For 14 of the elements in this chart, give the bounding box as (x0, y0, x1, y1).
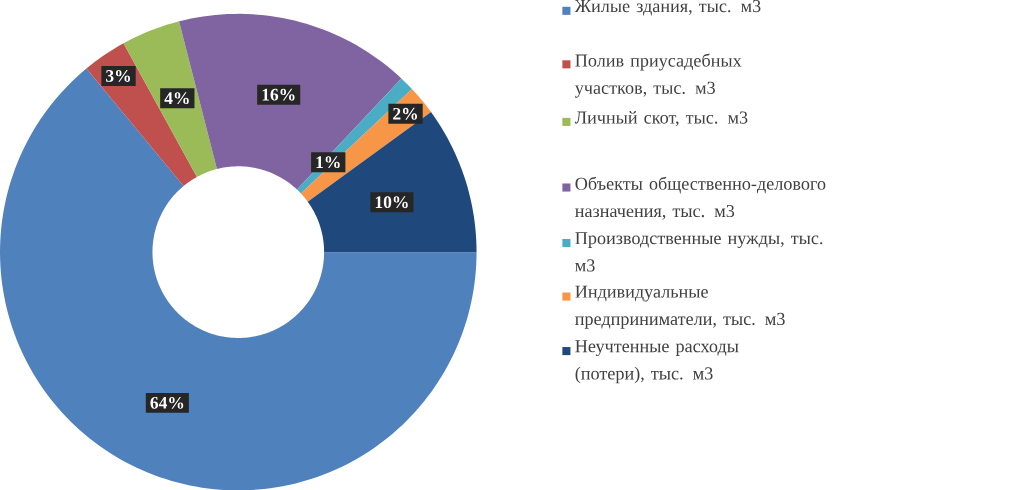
legend-label: Неучтенные расходы (потери), тыс. м3 (575, 340, 739, 384)
legend-label: Жилые здания, тыс. м3 (574, 0, 761, 16)
legend-label: Объекты общественно-делового назначения, тыс. м3 (575, 176, 826, 220)
data-label: 2% (393, 107, 418, 120)
data-label: 64% (150, 396, 184, 409)
data-label: 1% (316, 156, 340, 168)
legend-label: Индивидуальные предприниматели, тыс. м3 (575, 285, 785, 329)
data-label: 4% (164, 92, 189, 104)
data-label: 10% (375, 196, 408, 208)
legend-label: Личный скот, тыс. м3 (574, 110, 748, 127)
data-label: 16% (262, 88, 295, 101)
legend-label: Полив приусадебных участков, тыс. м3 (574, 53, 742, 98)
legend-label: Производственные нужды, тыс. м3 (575, 232, 823, 272)
data-label: 3% (106, 69, 131, 82)
